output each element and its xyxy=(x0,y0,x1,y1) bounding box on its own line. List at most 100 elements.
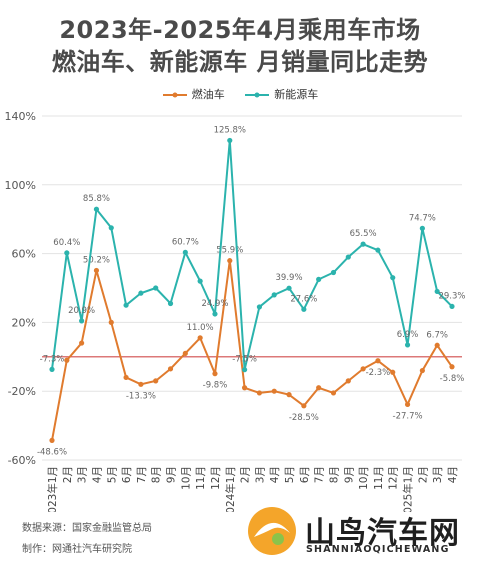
y-tick-label: 100% xyxy=(5,179,36,192)
series-line-fuel xyxy=(51,259,453,441)
data-label-fuel: -48.6% xyxy=(37,447,67,457)
legend-swatch-fuel xyxy=(162,92,187,98)
data-point-nev xyxy=(227,137,233,144)
x-tick-label: 12月 xyxy=(210,466,222,490)
x-tick-label: 2月 xyxy=(62,466,74,483)
data-point-fuel xyxy=(182,350,188,356)
x-tick-label: 2023年1月 xyxy=(46,466,59,512)
data-point-fuel xyxy=(345,378,351,384)
data-point-nev xyxy=(123,302,129,308)
x-tick-label: 3月 xyxy=(254,466,266,483)
y-tick-label: -20% xyxy=(8,385,36,398)
data-point-nev xyxy=(256,304,263,310)
data-point-nev xyxy=(138,290,144,296)
data-point-fuel xyxy=(271,388,277,394)
x-tick-label: 5月 xyxy=(284,466,296,483)
data-label-nev: -7.3% xyxy=(40,354,65,364)
data-label-nev: 27.6% xyxy=(290,294,317,304)
data-point-nev xyxy=(449,303,455,310)
data-label-nev: 60.4% xyxy=(53,238,80,248)
data-point-fuel xyxy=(212,371,218,377)
data-label-fuel: 50.2% xyxy=(83,255,110,265)
data-point-fuel xyxy=(108,319,114,325)
data-label-fuel: 55.9% xyxy=(216,246,243,256)
data-point-fuel xyxy=(286,392,292,398)
data-label-nev: 24.9% xyxy=(201,299,228,309)
x-tick-label: 2月 xyxy=(417,466,429,483)
x-tick-label: 6月 xyxy=(299,466,311,483)
x-tick-label: 2024年1月 xyxy=(224,466,237,512)
data-point-fuel xyxy=(241,385,248,391)
data-label-nev: 20.9% xyxy=(68,306,95,316)
data-label-fuel: -13.3% xyxy=(126,391,156,401)
data-point-fuel xyxy=(419,367,425,374)
x-tick-label: 12月 xyxy=(388,466,400,490)
x-tick-label: 3月 xyxy=(432,466,444,483)
data-label-nev: 29.3% xyxy=(438,291,465,301)
data-point-fuel xyxy=(404,401,411,408)
legend-swatch-nev xyxy=(245,92,270,98)
data-label-nev: 39.9% xyxy=(276,273,303,283)
data-point-nev xyxy=(241,367,248,373)
x-tick-label: 7月 xyxy=(136,466,148,483)
data-point-nev xyxy=(360,241,366,247)
series-line-nev xyxy=(51,139,453,371)
data-point-nev xyxy=(330,269,337,276)
producer-credit: 制作：网通社汽车研究院 xyxy=(22,544,132,555)
x-tick-label: 4月 xyxy=(91,466,103,483)
data-point-fuel xyxy=(375,358,381,364)
data-label-nev: 74.7% xyxy=(409,213,436,223)
series-fuel: -48.6% 50.2% -13.3% 11.0% -9.8% 55.9% -28.5% -2… xyxy=(37,246,464,458)
data-point-fuel xyxy=(153,378,159,384)
data-point-fuel xyxy=(79,340,85,346)
data-label-nev: 85.8% xyxy=(83,194,110,204)
data-point-nev xyxy=(375,247,381,253)
legend: 燃油车 新能源车 xyxy=(0,86,480,102)
data-point-fuel xyxy=(316,385,322,391)
y-tick-label: 60% xyxy=(12,248,36,261)
data-point-fuel xyxy=(167,366,174,372)
x-tick-label: 9月 xyxy=(166,466,178,483)
data-label-fuel: -27.7% xyxy=(393,411,423,421)
data-point-fuel xyxy=(93,267,100,274)
data-label-nev: -7.5% xyxy=(232,355,257,365)
data-point-nev xyxy=(79,318,85,324)
x-tick-label: 8月 xyxy=(151,466,163,483)
data-point-nev xyxy=(197,278,203,284)
data-label-nev: 65.5% xyxy=(350,229,377,239)
data-point-fuel xyxy=(138,381,144,387)
data-point-nev xyxy=(153,285,159,291)
y-tick-label: 140% xyxy=(5,110,36,123)
series-nev: -7.3% 60.4% 20.9% 85.8% 60.7% 24.9% 125.8% -7.5… xyxy=(40,125,466,373)
x-tick-label: 4月 xyxy=(269,466,281,483)
x-tick-label: 8月 xyxy=(328,466,340,483)
data-label-fuel: -9.8% xyxy=(203,381,228,391)
data-point-nev xyxy=(316,276,322,282)
chart-title-line1: 2023年-2025年4月乘用车市场 xyxy=(59,16,421,44)
data-point-nev xyxy=(404,342,411,348)
x-tick-label: 2025年1月 xyxy=(402,466,415,512)
data-point-nev xyxy=(390,275,396,281)
data-source: 数据来源：国家金融监管总局 xyxy=(22,523,152,534)
data-point-nev xyxy=(167,300,174,307)
chart-title-line2: 燃油车、新能源车 月销量同比走势 xyxy=(51,48,429,76)
x-tick-label: 5月 xyxy=(106,466,118,483)
line-chart: 140%100%60%20%-20%-60%2023年1月 2月 3月 4月 5月 6月 7… xyxy=(5,110,466,512)
x-tick-label: 2月 xyxy=(240,466,252,483)
legend-item-fuel: 燃油车 xyxy=(162,86,225,102)
data-point-fuel xyxy=(64,357,70,363)
data-point-nev xyxy=(108,225,114,231)
x-tick-label: 10月 xyxy=(358,466,370,490)
data-label-fuel: -2.3% xyxy=(366,368,391,378)
x-tick-label: 6月 xyxy=(121,466,133,483)
data-label-fuel: 6.7% xyxy=(426,330,448,340)
data-point-nev xyxy=(49,366,55,372)
data-point-fuel xyxy=(360,366,366,372)
data-point-nev xyxy=(345,254,351,260)
data-point-nev xyxy=(271,292,277,298)
y-tick-label: 20% xyxy=(12,316,36,329)
data-label-nev: 60.7% xyxy=(172,237,199,247)
data-point-fuel xyxy=(449,364,455,370)
data-point-fuel xyxy=(256,390,263,396)
data-label-nev: 125.8% xyxy=(214,125,246,135)
